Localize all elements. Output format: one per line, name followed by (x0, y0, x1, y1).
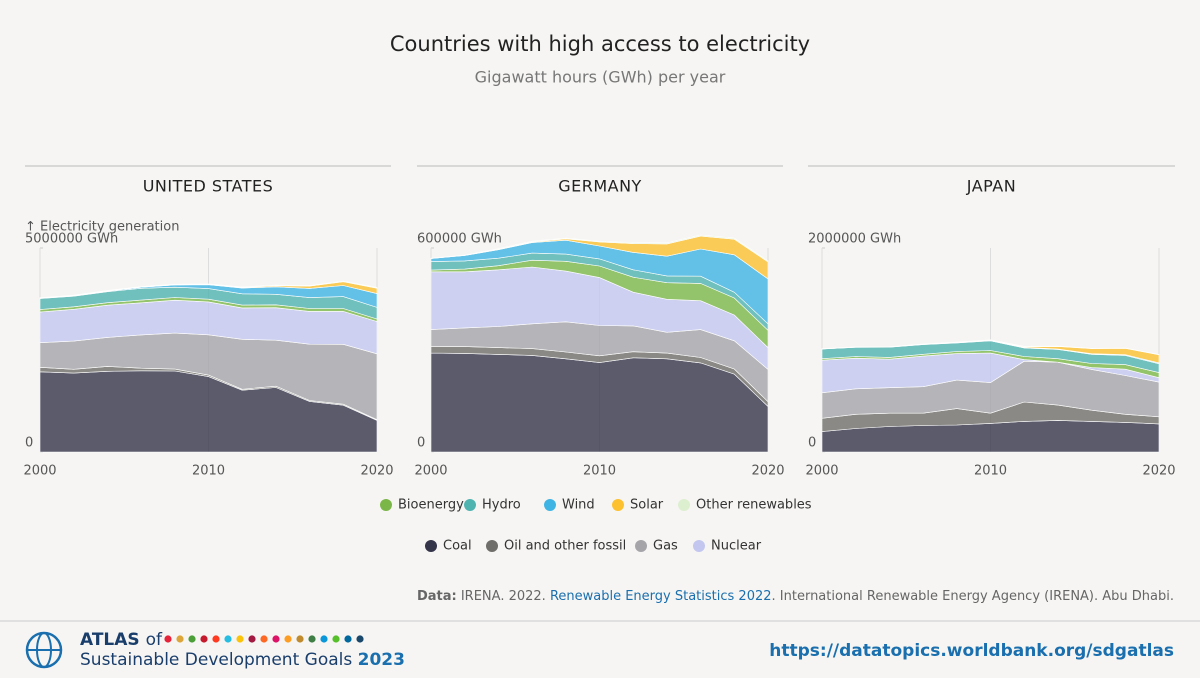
footer-url[interactable]: https://datatopics.worldbank.org/sdgatla… (769, 641, 1174, 661)
footer-name-text: Sustainable Development Goals (80, 650, 352, 670)
sdg-dot (344, 635, 352, 643)
panel-title: GERMANY (558, 177, 642, 196)
sdg-dot (188, 635, 196, 643)
sdg-dot (332, 635, 340, 643)
legend-swatch (693, 540, 705, 552)
footer-atlas: ATLAS of (80, 630, 163, 650)
legend-label: Other renewables (696, 498, 812, 513)
x-tick-label: 2010 (583, 464, 616, 479)
source-link[interactable]: Renewable Energy Statistics 2022 (550, 589, 772, 604)
footer-of: of (146, 630, 163, 650)
legend-swatch (464, 499, 476, 511)
sdg-dot (272, 635, 280, 643)
sdg-dot (356, 635, 364, 643)
y-axis-label: ↑ Electricity generation (25, 220, 179, 235)
sdg-dot (236, 635, 244, 643)
footer-name: Sustainable Development Goals 2023 (80, 650, 405, 670)
area (39, 280, 378, 299)
sdg-dot (320, 635, 328, 643)
legend-label: Coal (443, 539, 472, 554)
source-lead: Data: (417, 589, 457, 604)
y-tick-label: 2000000 GWh (808, 232, 901, 247)
legend-label: Wind (562, 498, 595, 513)
chart-subtitle: Gigawatt hours (GWh) per year (475, 68, 726, 87)
sdg-dots (164, 635, 364, 643)
chart-title: Countries with high access to electricit… (390, 32, 810, 56)
sdg-dot (296, 635, 304, 643)
y-tick-label: 0 (417, 436, 425, 451)
sdg-dot (164, 635, 172, 643)
panel-title: JAPAN (966, 177, 1016, 196)
panel-title: UNITED STATES (143, 177, 274, 196)
footer-year: 2023 (358, 650, 405, 670)
legend-label: Hydro (482, 498, 521, 513)
sdg-dot (176, 635, 184, 643)
legend-label: Oil and other fossil (504, 539, 626, 554)
x-tick-label: 2000 (414, 464, 447, 479)
y-tick-label: 0 (25, 436, 33, 451)
sdg-dot (224, 635, 232, 643)
legend-label: Gas (653, 539, 678, 554)
x-tick-label: 2020 (751, 464, 784, 479)
source-text: . International Renewable Energy Agency … (772, 589, 1174, 604)
area (821, 339, 1160, 356)
sdg-dot (284, 635, 292, 643)
source-text: IRENA. 2022. (461, 589, 546, 604)
legend-swatch (544, 499, 556, 511)
legend-swatch (678, 499, 690, 511)
legend-swatch (635, 540, 647, 552)
x-tick-label: 2010 (192, 464, 225, 479)
legend-label: Solar (630, 498, 664, 513)
sdg-dot (308, 635, 316, 643)
source: Data: IRENA. 2022. Renewable Energy Stat… (417, 589, 1174, 604)
y-tick-label: 600000 GWh (417, 232, 502, 247)
footer-atlas-word: ATLAS (80, 630, 140, 650)
y-tick-label: 5000000 GWh (25, 232, 118, 247)
area (430, 234, 769, 263)
legend-label: Nuclear (711, 539, 762, 554)
y-tick-label: 0 (808, 436, 816, 451)
x-tick-label: 2010 (974, 464, 1007, 479)
sdg-dot (212, 635, 220, 643)
sdg-dot (200, 635, 208, 643)
x-tick-label: 2000 (805, 464, 838, 479)
legend-swatch (425, 540, 437, 552)
logo (25, 631, 63, 669)
sdg-dot (260, 635, 268, 643)
sdg-dot (248, 635, 256, 643)
x-tick-label: 2020 (1142, 464, 1175, 479)
legend-swatch (380, 499, 392, 511)
legend-swatch (612, 499, 624, 511)
x-tick-label: 2020 (360, 464, 393, 479)
x-tick-label: 2000 (23, 464, 56, 479)
legend-swatch (486, 540, 498, 552)
legend-label: Bioenergy (398, 498, 464, 513)
